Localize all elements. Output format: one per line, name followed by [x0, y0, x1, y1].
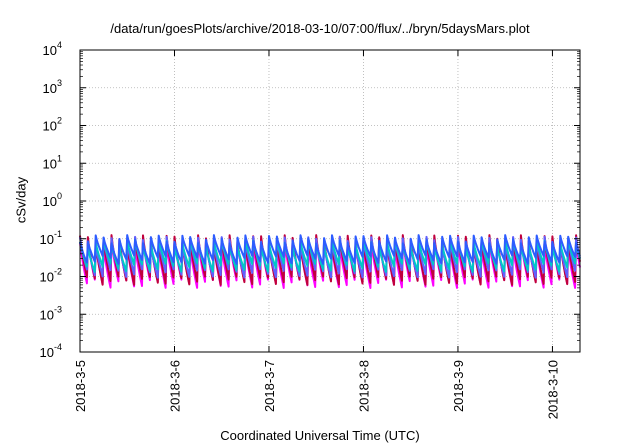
x-tick-label: 2018-3-7: [262, 360, 277, 412]
y-tick-label: 10-2: [40, 267, 62, 285]
y-tick-label: 10-4: [40, 342, 62, 360]
x-tick-labels: 2018-3-5 2018-3-6 2018-3-7 2018-3-8 2018-3-9…: [73, 360, 560, 419]
x-tick-label: 2018-3-10: [545, 360, 560, 419]
y-tick-label: 101: [43, 153, 62, 171]
y-tick-label: 10-3: [40, 304, 62, 322]
y-tick-label: 104: [43, 40, 62, 58]
y-tick-label: 103: [43, 78, 62, 96]
y-tick-labels: 10-4 10-3 10-2 10-1 100 101 102 103 104: [40, 40, 62, 360]
y-tick-label: 10-1: [40, 229, 62, 247]
series-line: [79, 234, 581, 265]
x-tick-label: 2018-3-9: [451, 360, 466, 412]
x-tick-label: 2018-3-8: [356, 360, 371, 412]
chart-title: /data/run/goesPlots/archive/2018-03-10/0…: [110, 21, 530, 36]
x-tick-label: 2018-3-6: [167, 360, 182, 412]
axis-ticks: [79, 49, 580, 353]
series-group: [79, 234, 581, 289]
grid-lines: [80, 50, 580, 352]
y-tick-label: 100: [43, 191, 62, 209]
x-tick-label: 2018-3-5: [73, 360, 88, 412]
y-tick-label: 102: [43, 116, 62, 134]
x-axis-label: Coordinated Universal Time (UTC): [220, 428, 420, 443]
